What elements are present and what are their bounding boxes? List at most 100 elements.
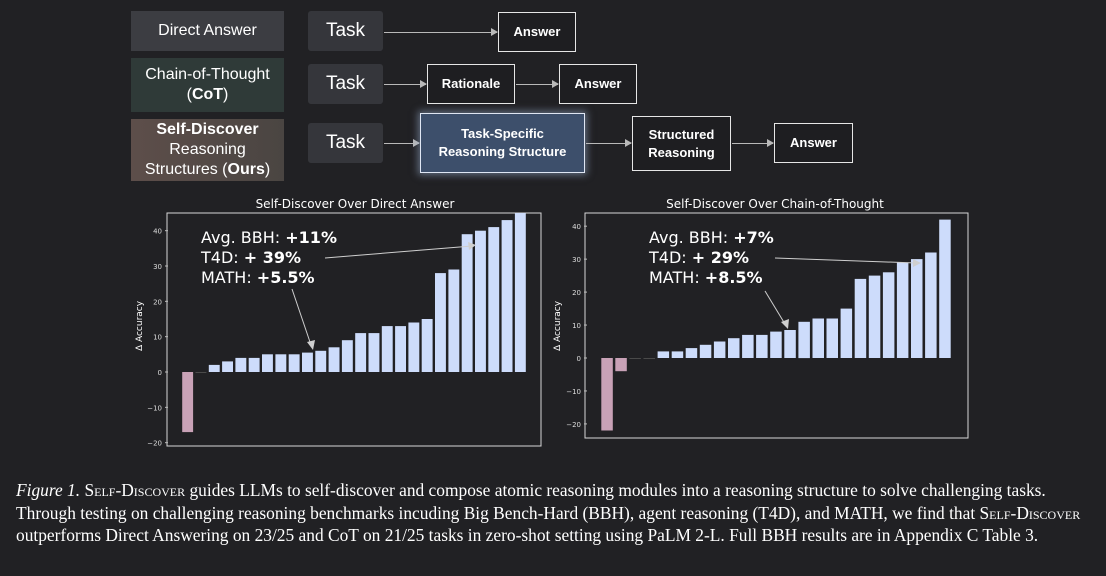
y-tick-label: 10 [153,334,162,342]
answer-box-ours: Answer [774,123,853,163]
chart-bar [395,326,406,372]
arrow-task-to-structure [384,139,420,147]
method-direct-label: Direct Answer [158,22,257,39]
chart-bar [601,358,613,431]
answer-box-direct: Answer [498,12,576,52]
y-ticks-direct: 40 30 20 10 0 −10 −20 [147,228,168,448]
chart-bar [699,344,712,358]
annotation-arrow-t4d-direct [324,245,473,259]
method-direct-answer: Direct Answer [131,11,284,51]
arrow-task-to-answer [384,28,498,36]
chart-bar [713,341,726,358]
arrow-structure-to-structured [586,139,632,147]
chart-bar [275,354,287,372]
annotation-arrowhead-t4d-direct [468,242,476,250]
figure-label: Figure 1. [16,480,81,500]
annotation-arrowhead-t4d-cot [913,259,921,267]
structured-reasoning-box: Structured Reasoning [632,116,731,171]
y-tick-label: −20 [566,421,581,429]
annotation-arrow-math-cot [764,290,786,325]
annotation-avg-bbh-cot: Avg. BBH: +7% [649,228,774,247]
y-tick-label: 30 [153,263,162,271]
annotation-math-cot: MATH: +8.5% [649,268,763,287]
chart-bar [671,351,684,358]
y-tick-label: 0 [577,355,581,363]
chart-bar [925,252,937,358]
chart-bar [182,372,194,433]
answer-box-cot: Answer [559,64,637,104]
y-tick-label: 10 [572,322,581,330]
annotation-avg-bbh-direct: Avg. BBH: +11% [201,228,337,247]
chart-bar [657,351,670,358]
y-tick-label: −20 [147,440,162,448]
arrow-rationale-to-answer [516,80,559,88]
chart-bar [368,333,380,372]
chart-bar [868,275,881,358]
y-tick-label: 30 [572,256,581,264]
chart-bar [262,354,273,372]
y-tick-label: 40 [153,228,162,236]
caption-text-2: outperforms Direct Answering on 23/25 an… [16,525,1039,545]
y-axis-label-direct: Δ Accuracy [135,300,145,351]
chart-bar [742,334,754,358]
chart-bar [381,326,393,372]
chart-frame-direct [166,212,542,447]
chart-title-cot: Self-Discover Over Chain-of-Thought [666,197,884,211]
annotation-arrowhead-math-direct [307,340,315,350]
annotation-arrow-math-direct [291,288,312,346]
chart-bar [501,220,513,372]
chart-bar [756,334,768,358]
chart-bar [222,361,233,372]
y-tick-label: 0 [158,369,162,377]
chart-bar [235,357,247,372]
y-tick-label: 20 [572,289,581,297]
chart-title-direct: Self-Discover Over Direct Answer [256,197,455,211]
annotation-math-direct: MATH: +5.5% [201,268,315,287]
caption-text-1: guides LLMs to self-discover and compose… [16,480,1046,523]
chart-bar [812,318,824,358]
chart-bar [643,358,655,359]
y-tick-label: 40 [572,223,581,231]
chart-bar [882,272,895,358]
chart-bar [826,318,838,358]
annotation-arrow-t4d-cot [774,257,917,264]
chart-bar [854,278,867,358]
arrow-task-to-rationale [384,80,427,88]
task-box-cot: Task [308,64,383,104]
annotation-arrowhead-math-cot [781,319,789,329]
chart-bar [728,338,740,358]
chart-bar [288,354,300,372]
chart-bar [615,358,627,372]
chart-bar [355,333,367,372]
chart-frame-cot [584,212,969,439]
bars-cot [601,219,951,431]
rationale-box: Rationale [427,64,515,104]
method-name-2: Self-Discover [979,502,1081,523]
accuracy-charts: Self-Discover Over Direct Answer Δ Accur… [135,197,969,448]
method-cot-line1: Chain-of-Thought [145,66,270,83]
reasoning-structure-box: Task-Specific Reasoning Structure [420,113,585,173]
chart-cot: Self-Discover Over Chain-of-Thought Δ Ac… [553,197,969,439]
y-tick-label: −10 [147,404,162,412]
y-ticks-cot: 40 30 20 10 0 −10 −20 [566,223,587,429]
method-name-1: Self-Discover [84,480,186,500]
method-ours-line1: Self-Discover [156,121,259,138]
annotation-t4d-direct: T4D: + 39% [200,248,301,267]
chart-bar [448,269,460,372]
method-ours-line2: Reasoning [169,141,246,158]
chart-bar [208,364,220,372]
chart-direct: Self-Discover Over Direct Answer Δ Accur… [135,197,542,448]
task-box-direct: Task [308,11,383,51]
chart-bar [328,347,340,372]
chart-bar [475,230,486,372]
chart-bar [195,372,207,373]
chart-bar [315,350,327,372]
chart-bar [784,330,796,358]
y-axis-label-cot: Δ Accuracy [553,300,563,351]
chart-bar [341,340,353,372]
chart-bar [435,273,446,372]
chart-bar [840,308,853,358]
chart-bar [939,219,951,358]
y-tick-label: −10 [566,388,581,396]
chart-bar [488,227,500,372]
